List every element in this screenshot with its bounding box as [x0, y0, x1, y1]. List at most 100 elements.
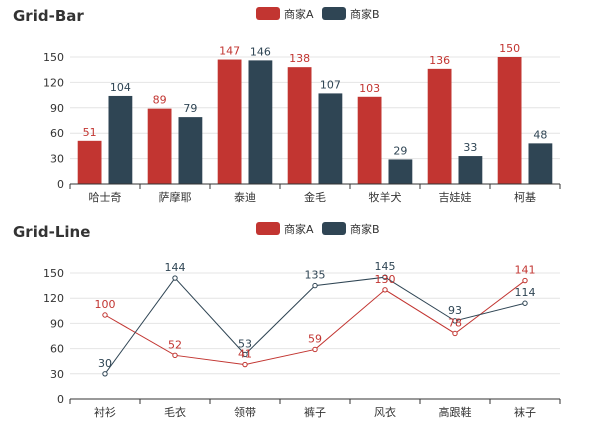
bar-value-label: 29: [393, 144, 407, 157]
bar-value-label: 103: [359, 82, 380, 95]
legend-label-a[interactable]: 商家A: [284, 222, 314, 236]
line-value-label: 59: [308, 332, 322, 345]
bar-legend[interactable]: 商家A 商家B: [256, 7, 380, 21]
line-value-label: 135: [305, 269, 326, 282]
bar-x-tick-label: 牧羊犬: [369, 190, 402, 204]
bar-b[interactable]: [318, 93, 343, 184]
line-point-b[interactable]: [382, 274, 388, 280]
bar-a[interactable]: [357, 96, 382, 184]
line-value-label: 53: [238, 337, 252, 350]
bar-x-tick-label: 金毛: [304, 190, 326, 204]
bar-x-ticks: 哈士奇 萨摩耶 泰迪 金毛 牧羊犬 吉娃娃 柯基: [69, 184, 561, 204]
bar-a[interactable]: [497, 57, 522, 184]
legend-swatch-b[interactable]: [322, 222, 346, 235]
legend-swatch-a[interactable]: [256, 7, 280, 20]
line-x-tick-label: 毛衣: [164, 405, 186, 419]
line-series: [102, 274, 528, 377]
bar-b[interactable]: [108, 95, 133, 184]
legend-label-a[interactable]: 商家A: [284, 7, 314, 21]
line-value-label: 114: [515, 286, 536, 299]
line-data-labels: 100 52 41 59 130 78 141 30 144 53 135 145 93 114: [95, 260, 536, 370]
line-value-label: 144: [165, 261, 186, 274]
line-value-label: 52: [168, 338, 182, 351]
bar-chart: Grid-Bar 商家A 商家B 0 30 60 90 120 150 51 104 89 79…: [13, 7, 561, 204]
bar-value-label: 79: [183, 102, 197, 115]
bar-y-ticks: 0 30 60 90 120 150: [43, 51, 64, 191]
line-point-b[interactable]: [312, 282, 318, 289]
bar-a[interactable]: [147, 108, 172, 184]
line-point-a[interactable]: [452, 330, 458, 337]
bar-b[interactable]: [178, 117, 203, 184]
line-x-tick-label: 裤子: [304, 405, 326, 419]
bar-x-tick-label: 吉娃娃: [439, 191, 472, 204]
bar-a[interactable]: [427, 68, 452, 184]
line-value-label: 30: [98, 357, 112, 370]
legend-label-b[interactable]: 商家B: [350, 222, 380, 236]
line-value-label: 78: [448, 316, 462, 329]
line-point-a[interactable]: [242, 361, 248, 368]
line-x-tick-label: 风衣: [374, 405, 396, 419]
line-x-ticks: 衬衫 毛衣 领带 裤子 风衣 高跟鞋 袜子: [69, 399, 561, 419]
line-series-b[interactable]: [104, 276, 526, 375]
bar-value-label: 138: [289, 52, 310, 65]
line-y-tick-label: 150: [43, 267, 64, 280]
legend-label-b[interactable]: 商家B: [350, 7, 380, 21]
bar-grid: [70, 56, 560, 160]
bar-marks: [77, 57, 553, 184]
line-point-b[interactable]: [172, 275, 178, 281]
line-value-label: 93: [448, 304, 462, 317]
line-value-label: 141: [515, 264, 536, 277]
bar-value-label: 136: [429, 54, 450, 67]
bar-y-tick-label: 120: [43, 76, 64, 89]
line-y-tick-label: 90: [50, 317, 64, 330]
legend-swatch-b[interactable]: [322, 7, 346, 20]
bar-y-tick-label: 90: [50, 102, 64, 115]
line-value-label: 41: [238, 348, 252, 361]
bar-x-tick-label: 柯基: [514, 191, 536, 204]
bar-value-label: 104: [110, 81, 131, 94]
line-point-a[interactable]: [382, 287, 388, 293]
bar-value-label: 48: [533, 128, 547, 141]
line-value-label: 100: [95, 298, 116, 311]
line-point-a[interactable]: [522, 277, 528, 284]
bar-y-tick-label: 0: [57, 178, 64, 191]
bar-y-tick-label: 30: [50, 153, 64, 166]
line-point-b[interactable]: [102, 371, 108, 377]
bar-x-tick-label: 哈士奇: [89, 191, 122, 204]
bar-y-tick-label: 60: [50, 127, 64, 140]
bar-a[interactable]: [77, 140, 102, 184]
line-point-a[interactable]: [102, 312, 108, 318]
line-x-tick-label: 高跟鞋: [439, 405, 472, 419]
bar-value-label: 89: [153, 94, 167, 107]
line-point-b[interactable]: [522, 300, 528, 306]
line-point-a[interactable]: [172, 352, 178, 359]
line-chart-title: Grid-Line: [13, 223, 90, 241]
line-legend[interactable]: 商家A 商家B: [256, 222, 380, 236]
bar-value-label: 51: [83, 126, 97, 139]
bar-b[interactable]: [388, 159, 413, 184]
line-point-b[interactable]: [242, 351, 248, 358]
bar-a[interactable]: [287, 67, 312, 184]
line-x-tick-label: 袜子: [514, 405, 536, 419]
bar-y-tick-label: 150: [43, 51, 64, 64]
bar-value-label: 150: [499, 42, 520, 55]
line-point-a[interactable]: [312, 346, 318, 353]
line-x-tick-label: 衬衫: [94, 406, 116, 419]
bar-x-tick-label: 萨摩耶: [159, 190, 192, 204]
bar-value-label: 147: [219, 45, 240, 58]
bar-a[interactable]: [217, 59, 242, 184]
line-y-ticks: 0 30 60 90 120 150: [43, 267, 64, 406]
line-y-tick-label: 30: [50, 368, 64, 381]
bar-b[interactable]: [458, 156, 483, 184]
line-y-tick-label: 120: [43, 292, 64, 305]
line-point-b[interactable]: [452, 318, 458, 324]
bar-value-label: 33: [463, 141, 477, 154]
bar-value-label: 146: [250, 45, 271, 58]
legend-swatch-a[interactable]: [256, 222, 280, 235]
bar-b[interactable]: [528, 143, 553, 184]
bar-chart-title: Grid-Bar: [13, 7, 84, 25]
bar-b[interactable]: [248, 60, 273, 184]
line-y-tick-label: 0: [57, 393, 64, 406]
